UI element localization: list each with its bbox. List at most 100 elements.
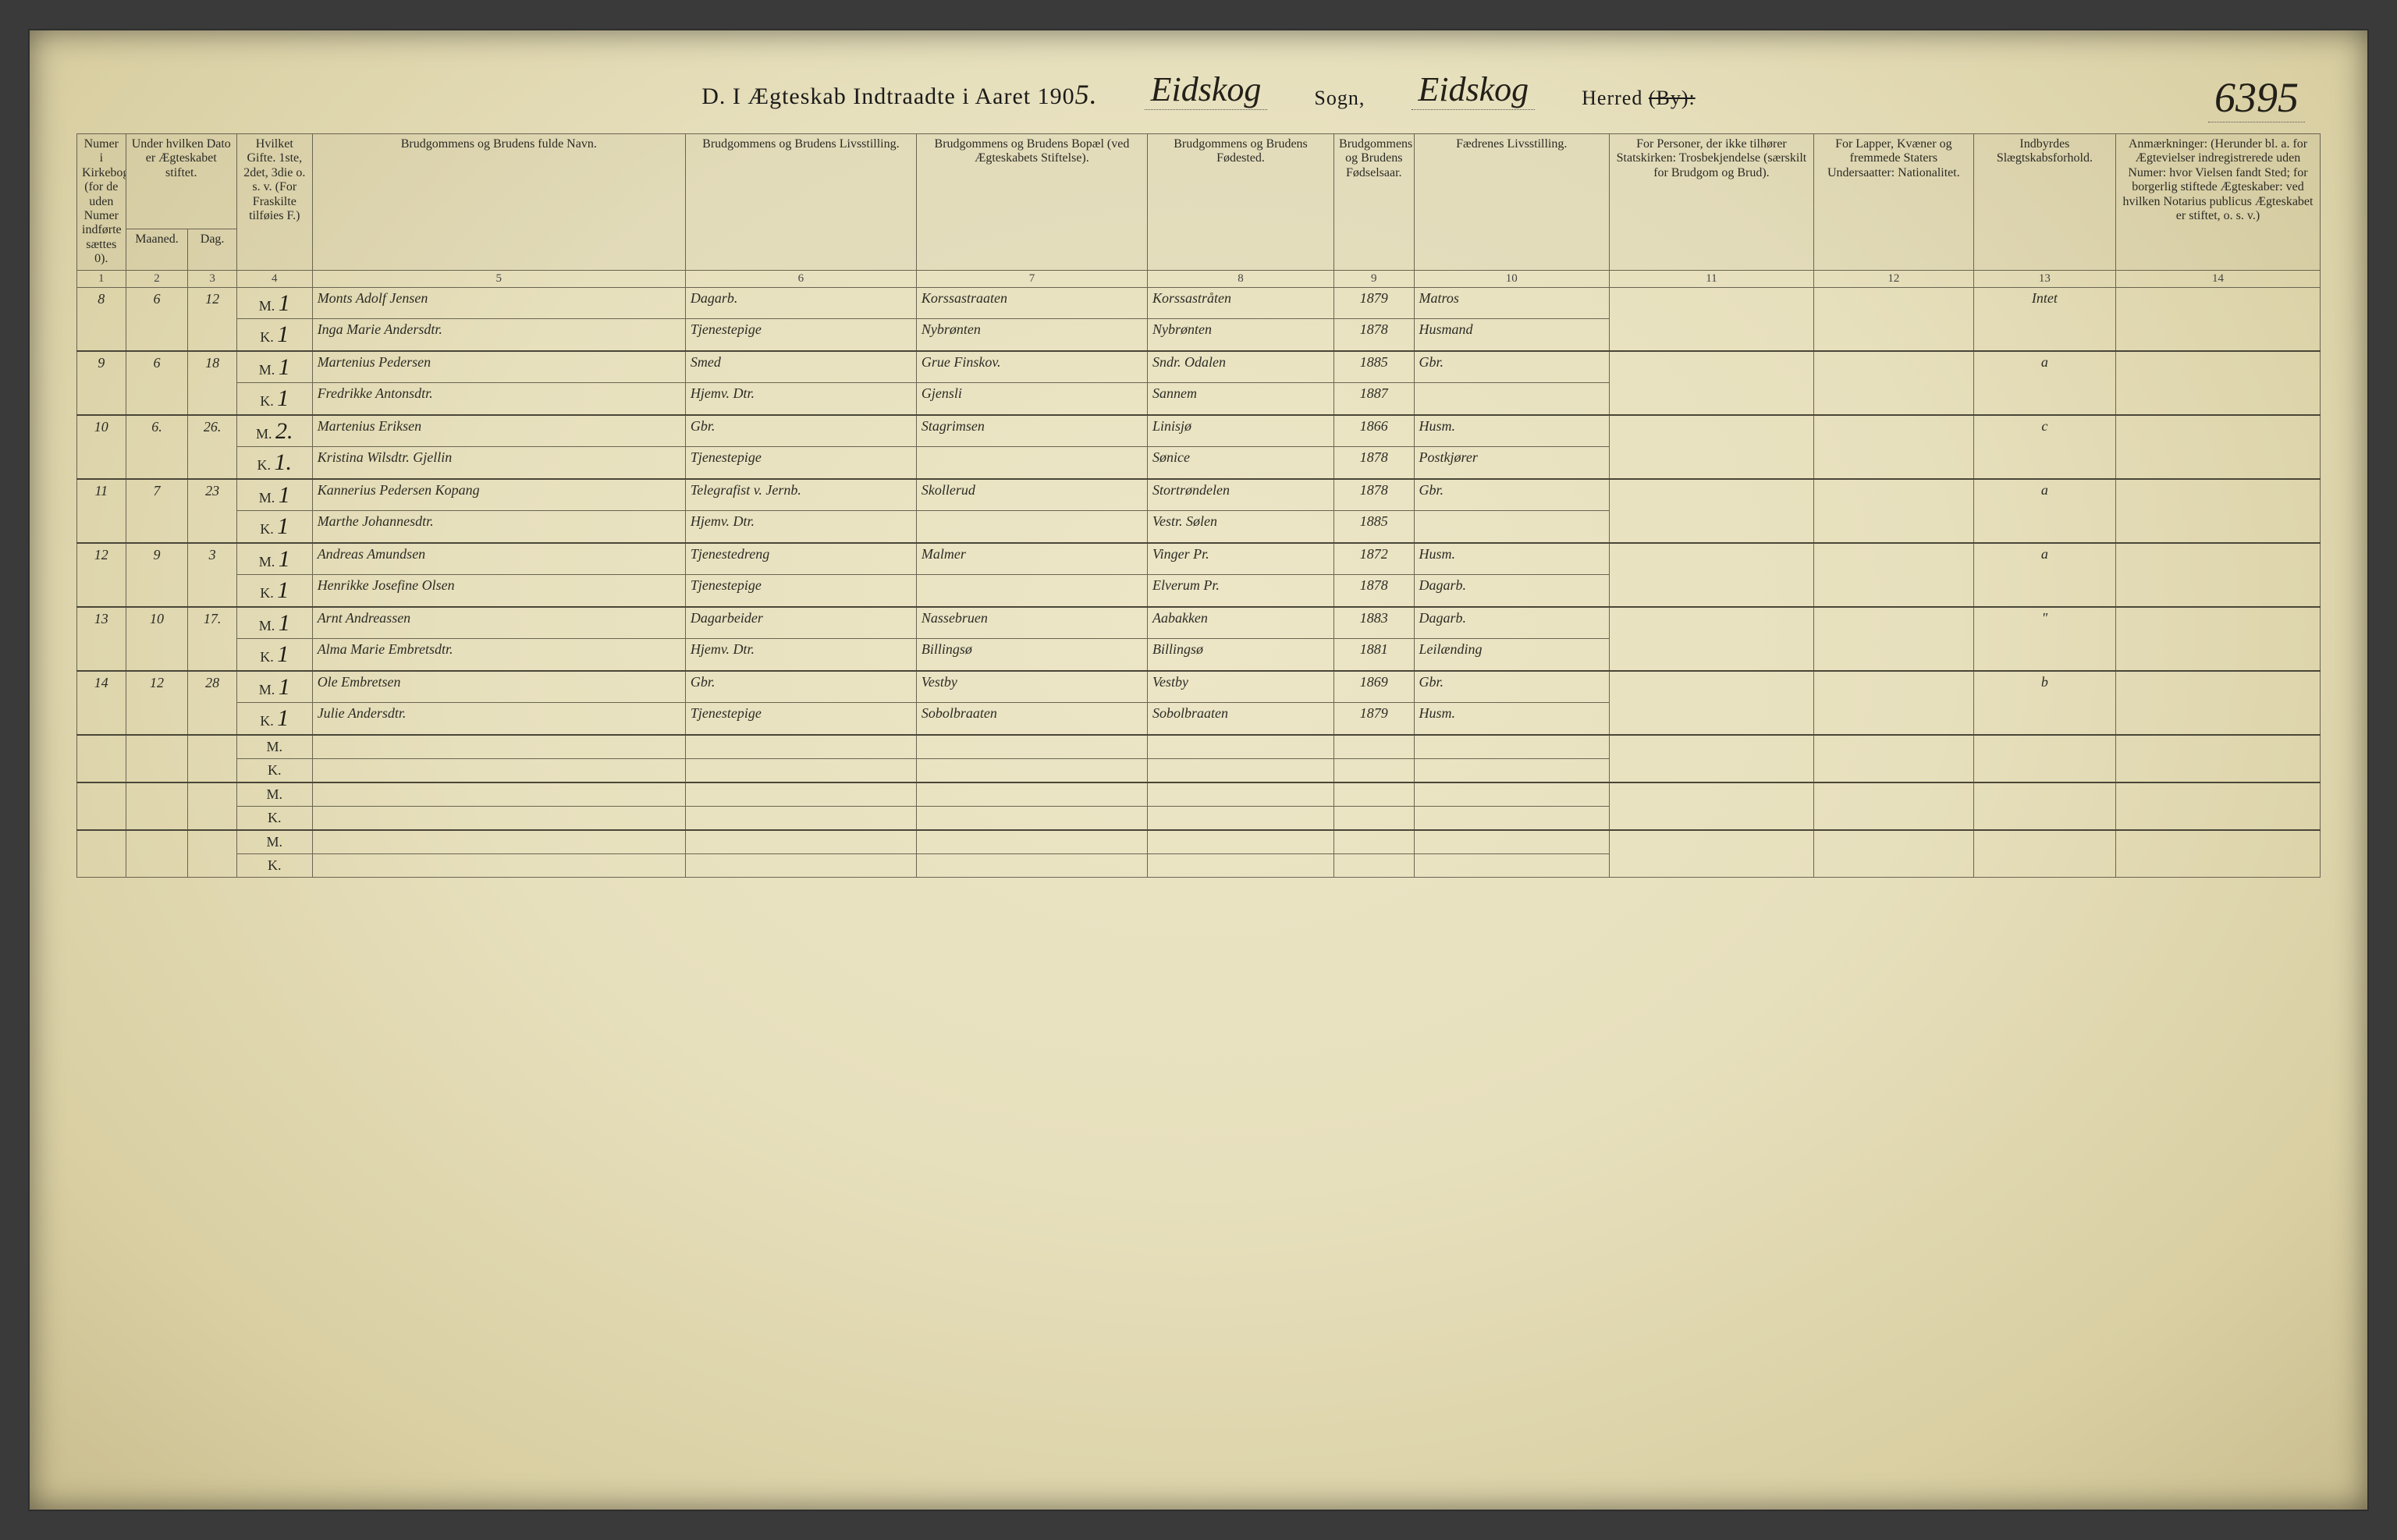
col14-notes xyxy=(2115,415,2320,479)
groom-father-occ: Matros xyxy=(1414,287,1609,319)
blank xyxy=(916,806,1147,830)
colnum: 9 xyxy=(1334,270,1414,287)
col-header-4: Brudgommens og Brudens fulde Navn. xyxy=(312,134,685,271)
entry-number: 11 xyxy=(77,479,126,543)
colnum: 3 xyxy=(188,270,237,287)
gifte-value: 2. xyxy=(275,418,293,444)
blank xyxy=(1414,806,1609,830)
entry-number: 13 xyxy=(77,607,126,671)
groom-birthyear: 1872 xyxy=(1334,543,1414,575)
entry-number: 10 xyxy=(77,415,126,479)
blank xyxy=(188,830,237,878)
entry-day: 18 xyxy=(188,351,237,415)
blank xyxy=(685,806,916,830)
blank xyxy=(2115,830,2320,878)
blank-entry-row-groom: M. xyxy=(77,735,2321,759)
entry-month: 6. xyxy=(126,415,188,479)
bride-residence: Gjensli xyxy=(916,383,1147,415)
entry-day: 26. xyxy=(188,415,237,479)
col14-notes xyxy=(2115,543,2320,607)
entry-month: 9 xyxy=(126,543,188,607)
blank xyxy=(312,830,685,854)
col-header-6: Brudgommens og Brudens Bopæl (ved Ægtesk… xyxy=(916,134,1147,271)
blank xyxy=(1147,782,1333,807)
bride-occupation: Hjemv. Dtr. xyxy=(685,511,916,543)
groom-occupation: Telegrafist v. Jernb. xyxy=(685,479,916,511)
bride-occupation: Hjemv. Dtr. xyxy=(685,639,916,671)
col-header-1: Numer i Kirkebogen (for de uden Numer in… xyxy=(77,134,126,271)
groom-residence: Malmer xyxy=(916,543,1147,575)
blank xyxy=(77,830,126,878)
bride-residence xyxy=(916,447,1147,479)
bride-birthyear: 1878 xyxy=(1334,319,1414,351)
col-header-2: Under hvilken Dato er Ægteskabet stiftet… xyxy=(126,134,236,229)
colnum: 4 xyxy=(236,270,312,287)
blank xyxy=(1414,782,1609,807)
blank xyxy=(126,782,188,830)
col13-kinship: a xyxy=(1973,351,2115,415)
entry-month: 6 xyxy=(126,351,188,415)
gifte-value: 1 xyxy=(279,674,290,700)
bride-father-occ: Postkjører xyxy=(1414,447,1609,479)
col12 xyxy=(1813,351,1973,415)
bride-birthplace: Nybrønten xyxy=(1147,319,1333,351)
blank xyxy=(685,735,916,759)
groom-name: Arnt Andreassen xyxy=(312,607,685,639)
groom-birthplace: Stortrøndelen xyxy=(1147,479,1333,511)
mk-label: K. xyxy=(236,853,312,877)
blank xyxy=(312,758,685,782)
col12 xyxy=(1813,479,1973,543)
blank xyxy=(1610,830,1814,878)
groom-father-occ: Gbr. xyxy=(1414,479,1609,511)
bride-name: Julie Andersdtr. xyxy=(312,703,685,735)
entry-day: 12 xyxy=(188,287,237,351)
year-suffix: 5. xyxy=(1075,79,1098,110)
bride-father-occ: Husm. xyxy=(1414,703,1609,735)
groom-birthyear: 1879 xyxy=(1334,287,1414,319)
col13-kinship: a xyxy=(1973,479,2115,543)
groom-birthyear: 1885 xyxy=(1334,351,1414,383)
col-header-13: Anmærkninger: (Herunder bl. a. for Ægtev… xyxy=(2115,134,2320,271)
col12 xyxy=(1813,671,1973,735)
col11 xyxy=(1610,351,1814,415)
entry-month: 6 xyxy=(126,287,188,351)
bride-residence: Sobolbraaten xyxy=(916,703,1147,735)
bride-birthplace: Sobolbraaten xyxy=(1147,703,1333,735)
mk-label: M. 1 xyxy=(236,671,312,703)
col14-notes xyxy=(2115,287,2320,351)
bride-birthplace: Elverum Pr. xyxy=(1147,575,1333,607)
blank xyxy=(312,806,685,830)
blank xyxy=(1414,735,1609,759)
blank-entry-row-groom: M. xyxy=(77,830,2321,854)
mk-label: M. 1 xyxy=(236,351,312,383)
mk-label: K. 1 xyxy=(236,383,312,415)
col11 xyxy=(1610,543,1814,607)
col12 xyxy=(1813,607,1973,671)
col12 xyxy=(1813,287,1973,351)
blank xyxy=(916,853,1147,877)
table-head: Numer i Kirkebogen (for de uden Numer in… xyxy=(77,134,2321,288)
gifte-value: 1 xyxy=(277,705,289,731)
gifte-value: 1 xyxy=(277,641,289,667)
blank xyxy=(77,735,126,782)
herred-text: Herred xyxy=(1582,87,1642,109)
blank xyxy=(1334,782,1414,807)
entry-row-groom: 11723M. 1Kannerius Pedersen KopangTelegr… xyxy=(77,479,2321,511)
col-header-12: Indbyrdes Slægtskabsforhold. xyxy=(1973,134,2115,271)
herred-value: Eidskog xyxy=(1412,69,1535,110)
herred-label: Herred (By): xyxy=(1582,87,1696,110)
colnum: 10 xyxy=(1414,270,1609,287)
entry-row-groom: 8612M. 1Monts Adolf JensenDagarb.Korssas… xyxy=(77,287,2321,319)
mk-label: M. 1 xyxy=(236,607,312,639)
blank xyxy=(77,782,126,830)
bride-father-occ: Husmand xyxy=(1414,319,1609,351)
col-header-11: For Lapper, Kvæner og fremmede Staters U… xyxy=(1813,134,1973,271)
bride-birthyear: 1878 xyxy=(1334,575,1414,607)
bride-father-occ: Dagarb. xyxy=(1414,575,1609,607)
blank xyxy=(685,782,916,807)
col12 xyxy=(1813,415,1973,479)
groom-name: Martenius Pedersen xyxy=(312,351,685,383)
blank xyxy=(1147,853,1333,877)
blank xyxy=(1334,830,1414,854)
mk-label: M. xyxy=(236,830,312,854)
